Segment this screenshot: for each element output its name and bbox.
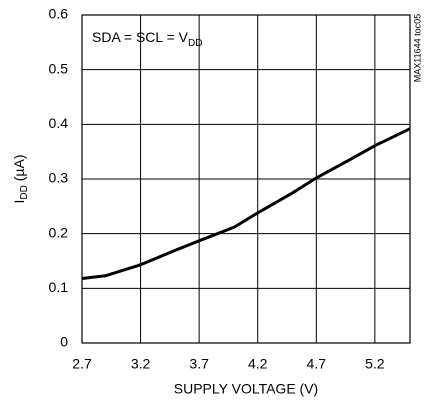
y-tick-label: 0.2 xyxy=(49,224,69,240)
y-label-suffix: (µA) xyxy=(11,155,27,186)
annotation: SDA = SCL = VDD xyxy=(92,29,202,49)
y-tick-label: 0.3 xyxy=(49,170,69,186)
x-tick-label: 4.2 xyxy=(248,356,268,372)
x-tick-label: 3.2 xyxy=(131,356,151,372)
y-tick-label: 0.5 xyxy=(49,60,69,76)
plot-frame xyxy=(81,14,411,344)
y-tick-label: 0.6 xyxy=(49,6,69,22)
x-tick-label: 5.2 xyxy=(365,356,385,372)
side-note: MAX11644 toc05 xyxy=(412,14,422,82)
y-tick-label: 0.4 xyxy=(49,115,69,131)
annotation-sub: DD xyxy=(188,38,202,49)
y-tick-label: 0.1 xyxy=(49,279,69,295)
y-label-sub: DD xyxy=(19,185,30,199)
x-axis-label: SUPPLY VOLTAGE (V) xyxy=(174,381,318,397)
data-line xyxy=(81,127,411,280)
x-tick-label: 3.7 xyxy=(189,356,209,372)
y-axis-label: IDD (µA) xyxy=(11,155,30,204)
y-tick-label: 0 xyxy=(60,334,68,350)
x-tick-label: 4.7 xyxy=(307,356,327,372)
x-tick-label: 2.7 xyxy=(72,356,92,372)
y-label-main: I xyxy=(11,200,27,204)
